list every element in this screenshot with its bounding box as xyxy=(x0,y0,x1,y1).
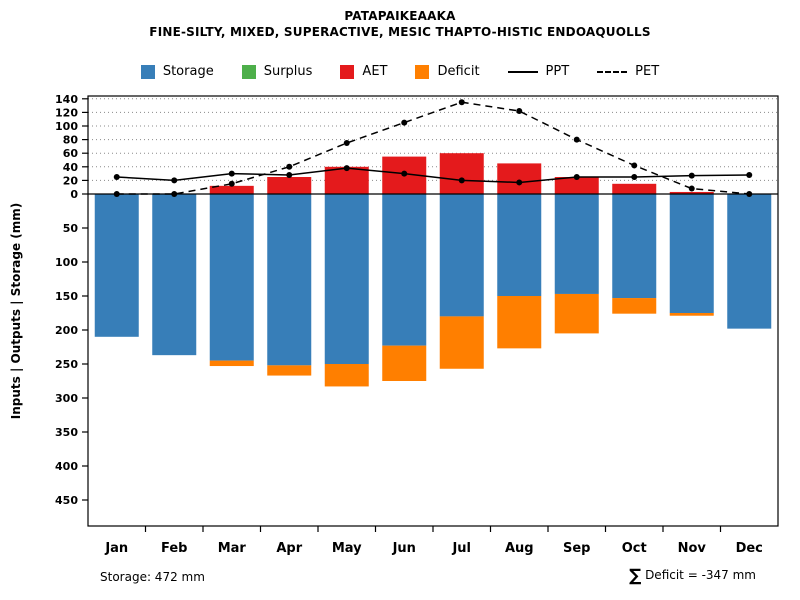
chart-title: PATAPAIKEAAKA xyxy=(344,9,456,23)
svg-text:350: 350 xyxy=(55,426,78,439)
sigma-symbol: ∑ xyxy=(629,566,642,586)
svg-text:20: 20 xyxy=(63,174,79,187)
surplus-swatch-icon xyxy=(241,64,256,79)
svg-text:80: 80 xyxy=(63,134,79,147)
legend-item-deficit: Deficit xyxy=(415,64,480,79)
svg-text:250: 250 xyxy=(55,358,78,371)
aet-swatch-icon xyxy=(340,64,355,79)
storage-total-label: Storage: 472 mm xyxy=(100,570,205,584)
svg-text:140: 140 xyxy=(55,93,78,106)
svg-text:60: 60 xyxy=(63,147,79,160)
svg-text:Mar: Mar xyxy=(218,541,247,556)
legend-label: AET xyxy=(362,64,388,79)
legend-item-aet: AET xyxy=(340,64,387,79)
svg-text:100: 100 xyxy=(55,256,78,269)
svg-text:50: 50 xyxy=(63,222,79,235)
svg-text:May: May xyxy=(332,541,362,556)
svg-text:Dec: Dec xyxy=(736,541,763,556)
svg-text:300: 300 xyxy=(55,392,78,405)
svg-text:Oct: Oct xyxy=(622,541,647,556)
chart-subtitle: FINE-SILTY, MIXED, SUPERACTIVE, MESIC TH… xyxy=(149,25,651,39)
pet-swatch-icon xyxy=(597,70,628,73)
legend-item-pet: PET xyxy=(597,64,659,79)
svg-text:150: 150 xyxy=(55,290,78,303)
svg-text:120: 120 xyxy=(55,106,78,119)
legend-label: PPT xyxy=(545,64,570,79)
legend-label: PET xyxy=(635,64,660,79)
deficit-sum-label: ∑ Deficit = -347 mm xyxy=(629,566,756,586)
svg-text:Aug: Aug xyxy=(505,541,534,556)
svg-text:Apr: Apr xyxy=(276,541,302,556)
chart-svg: 0204060801001201405010015020025030035040… xyxy=(9,93,779,556)
svg-text:Feb: Feb xyxy=(161,541,187,556)
chart-legend: Storage Surplus AET Deficit PPT PET xyxy=(0,64,800,79)
svg-text:Jan: Jan xyxy=(104,541,128,556)
svg-text:200: 200 xyxy=(55,324,78,337)
ppt-swatch-icon xyxy=(507,70,538,73)
svg-text:0: 0 xyxy=(70,188,78,201)
deficit-swatch-icon xyxy=(415,64,430,79)
legend-item-ppt: PPT xyxy=(507,64,570,79)
svg-text:Jul: Jul xyxy=(451,541,471,556)
svg-text:Nov: Nov xyxy=(678,541,707,556)
legend-item-storage: Storage xyxy=(140,64,214,79)
storage-swatch-icon xyxy=(140,64,155,79)
legend-label: Deficit xyxy=(437,64,480,79)
svg-text:40: 40 xyxy=(63,161,79,174)
svg-text:100: 100 xyxy=(55,120,78,133)
legend-label: Storage xyxy=(162,64,214,79)
deficit-sum-text: Deficit = -347 mm xyxy=(641,568,756,582)
svg-text:Inputs | Outputs | Storage: Inputs | Outputs | Storage (mm) xyxy=(9,203,23,420)
legend-label: Surplus xyxy=(263,64,313,79)
svg-text:400: 400 xyxy=(55,460,78,473)
legend-item-surplus: Surplus xyxy=(241,64,313,79)
svg-text:Sep: Sep xyxy=(563,541,591,556)
svg-text:Jun: Jun xyxy=(392,541,416,556)
svg-text:450: 450 xyxy=(55,494,78,507)
